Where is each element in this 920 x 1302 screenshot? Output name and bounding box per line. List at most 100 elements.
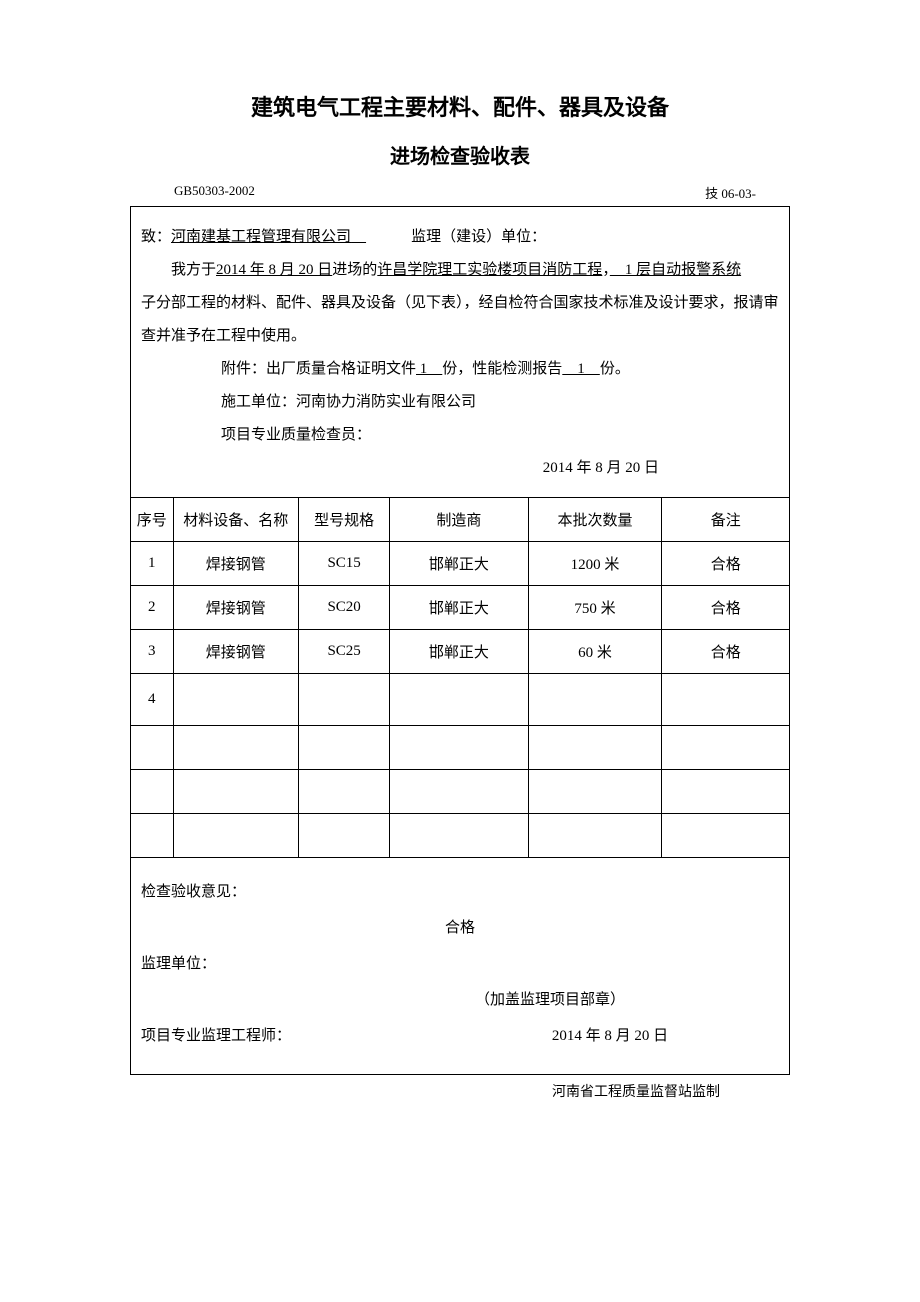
opinion-date: 2014 年 8 月 20 日 <box>291 1018 779 1054</box>
cell-qty <box>528 726 662 770</box>
engineer-line: 项目专业监理工程师： 2014 年 8 月 20 日 <box>141 1018 779 1054</box>
cell-mfr <box>390 674 528 726</box>
contractor-label: 施工单位： <box>221 394 296 410</box>
body-line2: 子分部工程的材料、配件、器具及设备（见下表），经自检符合国家技术标准及设计要求，… <box>141 287 779 320</box>
th-index: 序号 <box>131 498 174 542</box>
doc-title-line1: 建筑电气工程主要材料、配件、器具及设备 <box>130 90 790 122</box>
cell-idx <box>131 726 174 770</box>
cell-spec: SC25 <box>298 630 389 674</box>
cell-idx: 3 <box>131 630 174 674</box>
attach-mid: 份，性能检测报告 <box>442 361 562 377</box>
cell-remark <box>662 814 790 858</box>
cell-qty: 1200 米 <box>528 542 662 586</box>
cell-qty <box>528 814 662 858</box>
attach-count1: 1 <box>416 361 442 377</box>
cell-qty <box>528 674 662 726</box>
attachment-line: 附件：出厂质量合格证明文件 1 份，性能检测报告 1 份。 <box>141 353 779 386</box>
opinion-label: 检查验收意见： <box>141 874 779 910</box>
th-spec: 型号规格 <box>298 498 389 542</box>
cell-name <box>173 814 298 858</box>
cell-spec <box>298 814 389 858</box>
main-form-table: 致：河南建基工程管理有限公司 监理（建设）单位： 我方于2014 年 8 月 2… <box>130 206 790 1075</box>
table-row <box>131 726 790 770</box>
cell-idx <box>131 770 174 814</box>
body-line1: 我方于2014 年 8 月 20 日进场的许昌学院理工实验楼项目消防工程， 1 … <box>141 254 779 287</box>
th-remark: 备注 <box>662 498 790 542</box>
cell-remark: 合格 <box>662 586 790 630</box>
cell-mfr: 邯郸正大 <box>390 542 528 586</box>
table-row <box>131 770 790 814</box>
cell-idx: 4 <box>131 674 174 726</box>
cell-remark <box>662 726 790 770</box>
cell-mfr <box>390 814 528 858</box>
th-quantity: 本批次数量 <box>528 498 662 542</box>
cell-remark <box>662 674 790 726</box>
supervisor-label: 监理单位： <box>141 946 779 982</box>
cell-idx: 1 <box>131 542 174 586</box>
addressee-line: 致：河南建基工程管理有限公司 监理（建设）单位： <box>141 221 779 254</box>
table-row: 1 焊接钢管 SC15 邯郸正大 1200 米 合格 <box>131 542 790 586</box>
table-header-row: 序号 材料设备、名称 型号规格 制造商 本批次数量 备注 <box>131 498 790 542</box>
cell-spec <box>298 726 389 770</box>
form-date: 2014 年 8 月 20 日 <box>141 452 779 485</box>
cell-mfr <box>390 770 528 814</box>
table-row <box>131 814 790 858</box>
contractor-name: 河南协力消防实业有限公司 <box>296 394 476 410</box>
footer-note: 河南省工程质量监督站监制 <box>130 1081 790 1101</box>
doc-title-line2: 进场检查验收表 <box>130 140 790 169</box>
opinion-row: 检查验收意见： 合格 监理单位： （加盖监理项目部章） 项目专业监理工程师： 2… <box>131 858 790 1075</box>
unit-label: 监理（建设）单位： <box>411 229 546 245</box>
cell-mfr <box>390 726 528 770</box>
cell-name <box>173 674 298 726</box>
cell-name <box>173 770 298 814</box>
contractor-line: 施工单位：河南协力消防实业有限公司 <box>141 386 779 419</box>
cell-remark: 合格 <box>662 630 790 674</box>
table-row: 3 焊接钢管 SC25 邯郸正大 60 米 合格 <box>131 630 790 674</box>
cell-qty: 750 米 <box>528 586 662 630</box>
recipient-trail <box>351 229 366 245</box>
cell-spec <box>298 770 389 814</box>
attach-suffix: 份。 <box>600 361 630 377</box>
th-manufacturer: 制造商 <box>390 498 528 542</box>
meta-code-right: 技 06-03- <box>705 183 756 202</box>
recipient-name: 河南建基工程管理有限公司 <box>171 229 351 245</box>
meta-row: GB50303-2002 技 06-03- <box>134 183 786 202</box>
cell-remark: 合格 <box>662 542 790 586</box>
cell-qty <box>528 770 662 814</box>
meta-code-left: GB50303-2002 <box>174 183 255 202</box>
cell-name: 焊接钢管 <box>173 586 298 630</box>
table-row: 4 <box>131 674 790 726</box>
cell-mfr: 邯郸正大 <box>390 586 528 630</box>
cell-spec <box>298 674 389 726</box>
body-comma: ， <box>602 262 610 278</box>
table-row: 2 焊接钢管 SC20 邯郸正大 750 米 合格 <box>131 586 790 630</box>
engineer-label: 项目专业监理工程师： <box>141 1018 291 1054</box>
th-name: 材料设备、名称 <box>173 498 298 542</box>
cell-idx: 2 <box>131 586 174 630</box>
opinion-result: 合格 <box>141 910 779 946</box>
cell-spec: SC20 <box>298 586 389 630</box>
cell-name: 焊接钢管 <box>173 630 298 674</box>
entry-date: 2014 年 8 月 20 日 <box>216 262 332 278</box>
body-line3: 查并准予在工程中使用。 <box>141 320 779 353</box>
opinion-cell: 检查验收意见： 合格 监理单位： （加盖监理项目部章） 项目专业监理工程师： 2… <box>131 858 790 1075</box>
body-mid1: 进场的 <box>332 262 377 278</box>
cell-remark <box>662 770 790 814</box>
cell-spec: SC15 <box>298 542 389 586</box>
cell-mfr: 邯郸正大 <box>390 630 528 674</box>
cell-name <box>173 726 298 770</box>
stamp-note: （加盖监理项目部章） <box>141 982 779 1018</box>
cell-name: 焊接钢管 <box>173 542 298 586</box>
attach-prefix: 附件：出厂质量合格证明文件 <box>221 361 416 377</box>
cell-idx <box>131 814 174 858</box>
attach-count2: 1 <box>562 361 600 377</box>
to-prefix: 致： <box>141 229 171 245</box>
body-prefix: 我方于 <box>141 262 216 278</box>
cell-qty: 60 米 <box>528 630 662 674</box>
project-name: 许昌学院理工实验楼项目消防工程 <box>377 262 602 278</box>
gap-text <box>366 229 411 245</box>
floor-text: 1 层自动报警系统 <box>610 262 741 278</box>
inspector-line: 项目专业质量检查员： <box>141 419 779 452</box>
addressee-cell: 致：河南建基工程管理有限公司 监理（建设）单位： 我方于2014 年 8 月 2… <box>131 207 790 498</box>
addressee-row: 致：河南建基工程管理有限公司 监理（建设）单位： 我方于2014 年 8 月 2… <box>131 207 790 498</box>
